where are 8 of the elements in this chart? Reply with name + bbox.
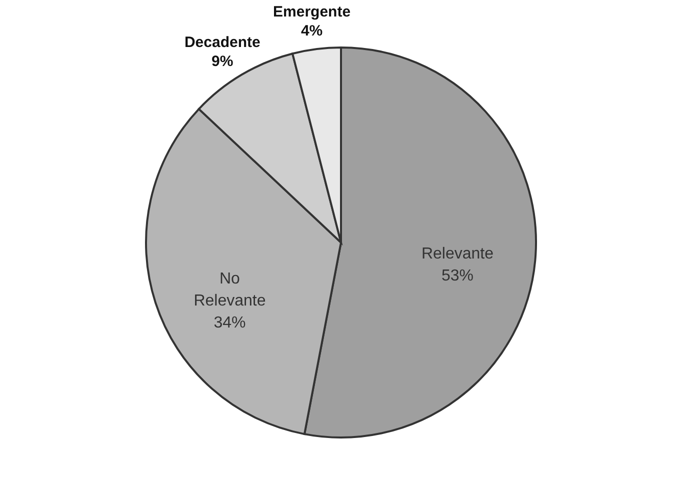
slice-label: No Relevante	[194, 270, 266, 310]
slice-label: Relevante	[421, 246, 494, 263]
slice-label: Decadente	[184, 34, 260, 51]
data-label: 34%	[214, 314, 246, 332]
slice-label: Emergente	[273, 3, 351, 20]
data-label: 4%	[300, 22, 323, 40]
data-label: 53%	[441, 268, 474, 285]
data-label: 9%	[212, 52, 234, 70]
